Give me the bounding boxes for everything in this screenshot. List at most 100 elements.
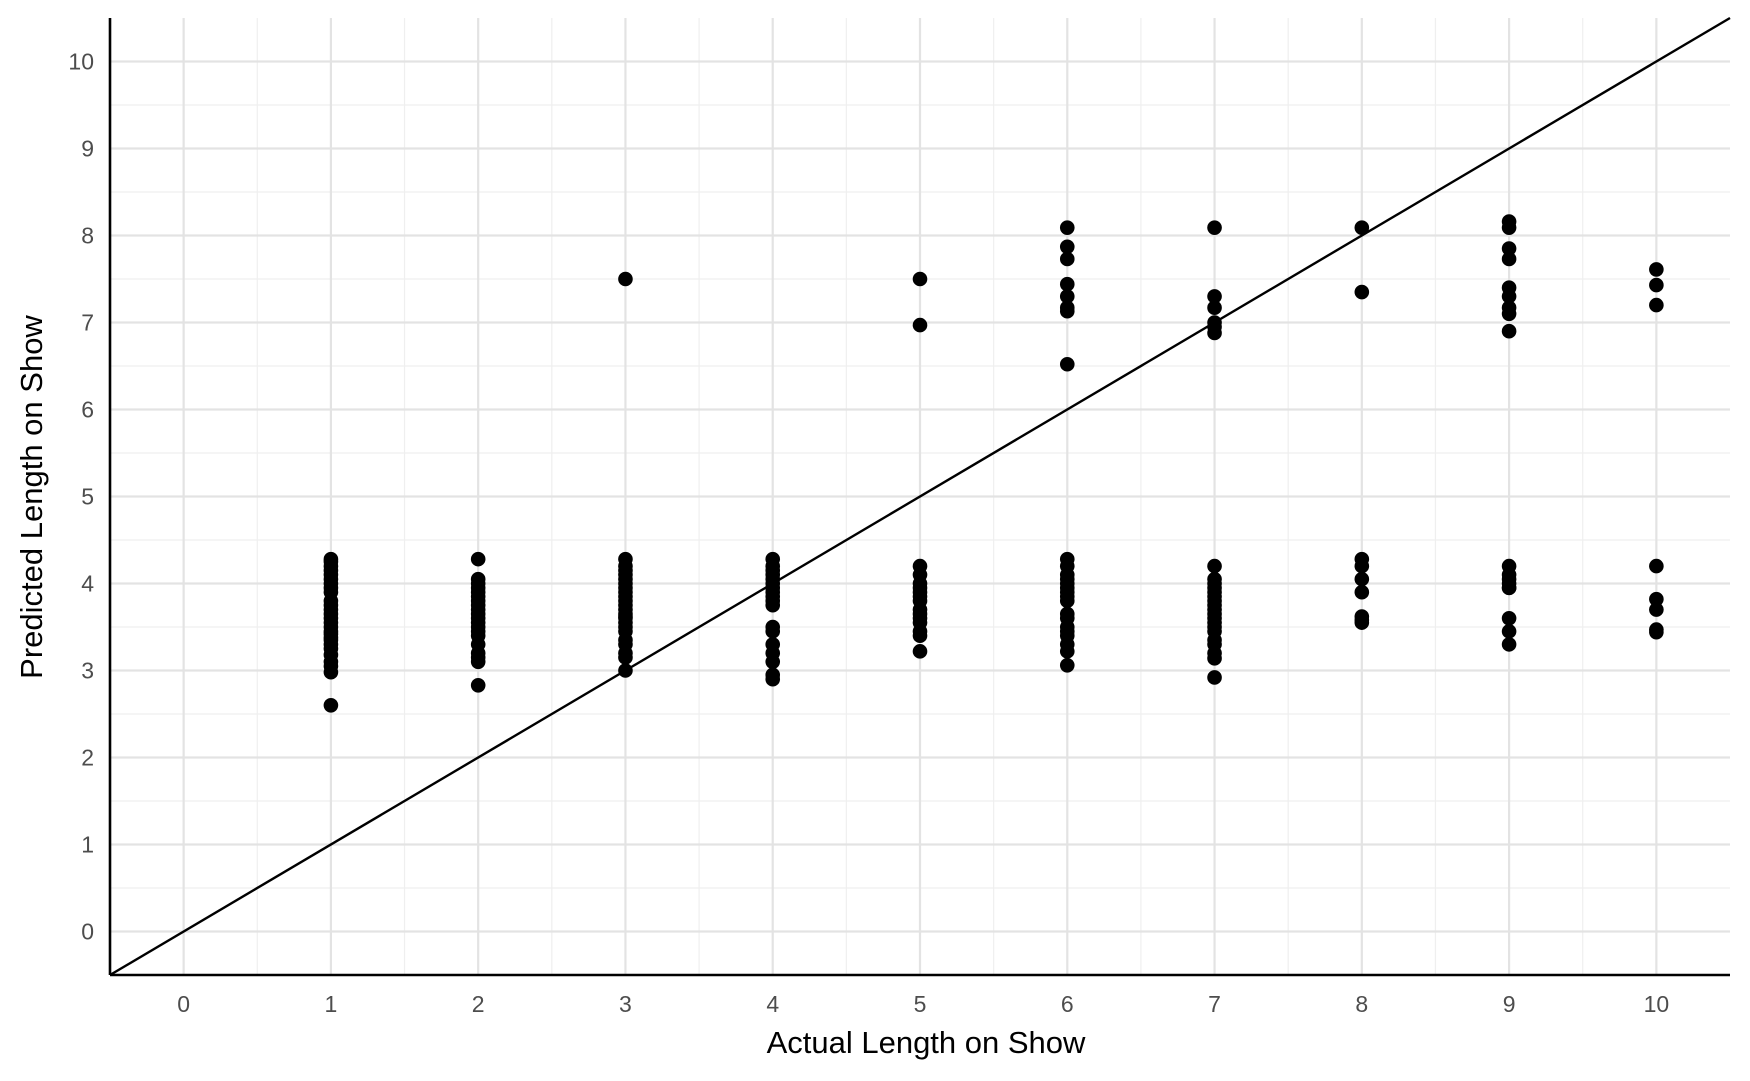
data-point (1354, 584, 1370, 600)
data-point (1501, 251, 1517, 267)
y-tick-label: 3 (81, 658, 94, 684)
data-point (1649, 262, 1664, 277)
y-tick-labels: 0 1 2 3 4 5 6 7 8 9 10 (68, 49, 94, 945)
x-tick-label: 0 (177, 991, 190, 1017)
data-point (1501, 624, 1517, 639)
data-point (1207, 289, 1222, 304)
data-point (470, 677, 486, 693)
x-tick-label: 9 (1503, 991, 1516, 1017)
y-tick-label: 7 (81, 310, 94, 336)
y-tick-label: 0 (81, 919, 94, 945)
data-point (1059, 239, 1075, 255)
data-point (765, 637, 781, 652)
data-point (912, 644, 928, 659)
data-point (1059, 624, 1075, 639)
data-point (1059, 276, 1075, 292)
data-point (1501, 241, 1517, 256)
x-tick-label: 3 (619, 991, 632, 1017)
data-point (1059, 356, 1075, 372)
data-point (1059, 606, 1075, 622)
data-point (765, 619, 781, 635)
data-point (1059, 251, 1075, 267)
data-point (618, 271, 633, 287)
data-point (1354, 284, 1370, 300)
data-point (912, 317, 928, 333)
grid (110, 18, 1730, 975)
data-point (1501, 300, 1517, 316)
data-point (618, 609, 633, 624)
axes (108, 18, 1730, 977)
data-point (1649, 622, 1664, 637)
y-tick-label: 2 (81, 745, 94, 771)
data-point (618, 663, 633, 678)
data-point (1207, 558, 1222, 574)
data-point (1059, 300, 1075, 316)
data-point (1354, 551, 1370, 567)
data-point (323, 551, 339, 567)
data-point (912, 271, 928, 287)
x-tick-label: 1 (325, 991, 338, 1017)
data-point (765, 551, 781, 567)
data-point (1501, 580, 1517, 596)
data-point (470, 615, 486, 630)
x-tick-label: 10 (1644, 991, 1670, 1017)
x-tick-label: 4 (766, 991, 779, 1017)
data-point (1501, 214, 1517, 229)
data-point (1354, 612, 1370, 628)
y-tick-label: 1 (81, 832, 94, 858)
data-point (470, 597, 486, 613)
y-tick-label: 6 (81, 397, 94, 423)
reference-line-group (109, 16, 1731, 977)
data-point (1059, 289, 1075, 304)
data-point (912, 606, 928, 622)
data-point (1501, 280, 1517, 296)
data-point (1207, 300, 1222, 316)
data-point (323, 698, 339, 713)
data-point (1059, 220, 1075, 235)
data-point (1207, 576, 1222, 591)
data-point (1354, 220, 1370, 235)
data-point (1649, 591, 1664, 607)
x-tick-labels: 0 1 2 3 4 5 6 7 8 9 10 (177, 991, 1669, 1017)
data-point (1059, 551, 1075, 567)
data-point (1207, 611, 1222, 626)
data-point (618, 597, 633, 613)
x-tick-label: 6 (1061, 991, 1074, 1017)
data-point (1501, 611, 1517, 626)
data-point (765, 667, 781, 683)
data-point (912, 558, 928, 574)
data-point (1649, 297, 1664, 313)
y-axis-title: Predicted Length on Show (14, 315, 49, 679)
data-point (1501, 323, 1517, 339)
data-point (470, 571, 486, 587)
data-point (1059, 584, 1075, 600)
data-point (1649, 602, 1664, 617)
x-tick-label: 8 (1355, 991, 1368, 1017)
data-points (323, 214, 1664, 713)
data-point (1649, 558, 1664, 574)
x-axis-title: Actual Length on Show (767, 1025, 1086, 1060)
data-point (1207, 637, 1222, 652)
y-tick-label: 10 (68, 49, 94, 75)
data-point (765, 580, 781, 596)
data-point (1207, 315, 1222, 330)
data-point (1501, 558, 1517, 574)
data-point (323, 626, 339, 642)
data-point (470, 551, 486, 567)
y-tick-label: 8 (81, 223, 94, 249)
x-tick-label: 7 (1208, 991, 1221, 1017)
y-tick-label: 5 (81, 484, 94, 510)
data-point (618, 551, 633, 567)
data-point (1501, 637, 1517, 652)
data-point (1649, 277, 1664, 293)
y-tick-label: 9 (81, 136, 94, 162)
data-point (765, 597, 781, 613)
x-tick-label: 2 (472, 991, 485, 1017)
reference-line (109, 16, 1731, 977)
data-point (1059, 657, 1075, 673)
data-point (1207, 220, 1222, 235)
x-tick-label: 5 (914, 991, 927, 1017)
data-point (1354, 571, 1370, 587)
y-tick-label: 4 (81, 571, 94, 597)
